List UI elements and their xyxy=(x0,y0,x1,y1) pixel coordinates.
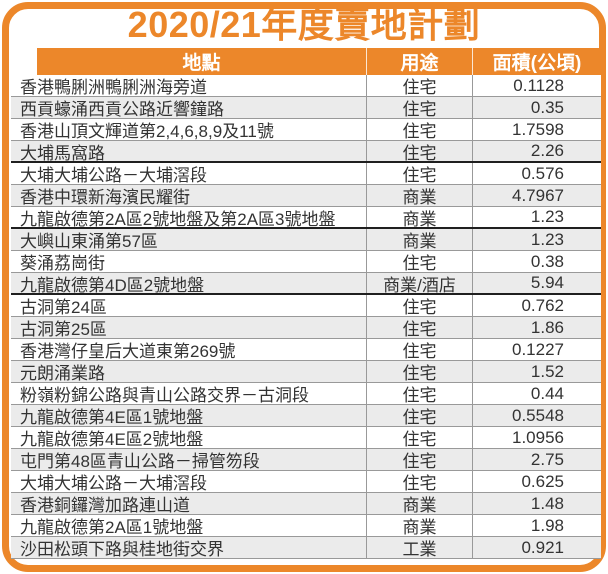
column-header-use: 用途 xyxy=(367,48,473,75)
cell-area: 1.23 xyxy=(530,229,564,249)
cell-area: 0.44 xyxy=(530,383,564,403)
cell-use: 商業/酒店 xyxy=(367,273,473,293)
cell-area: 2.26 xyxy=(530,141,564,160)
table-row: 九龍啟德第2A區2號地盤及第2A區3號地盤 商業 1.23 xyxy=(11,207,601,229)
cell-area: 1.86 xyxy=(530,317,564,337)
table-row: 九龍啟德第2A區1號地盤 商業 1.98 xyxy=(11,515,601,537)
cell-location: 大嶼山東涌第57區 xyxy=(11,229,367,250)
table-row: 屯門第48區青山公路－掃管笏段 住宅 2.75 xyxy=(11,449,601,471)
cell-location: 香港灣仔皇后大道東第269號 xyxy=(11,339,367,360)
cell-use: 住宅 xyxy=(367,75,473,96)
cell-area: 0.921 xyxy=(521,537,564,557)
cell-use: 工業 xyxy=(367,537,473,558)
table-header-row: 地點 用途 面積(公頃) xyxy=(37,48,601,75)
cell-area: 0.625 xyxy=(521,471,564,491)
table-row: 香港中環新海濱民耀街 商業 4.7967 xyxy=(11,185,601,207)
cell-area: 1.52 xyxy=(530,361,564,381)
table-row: 九龍啟德第4E區2號地盤 住宅 1.0956 xyxy=(11,427,601,449)
cell-location: 九龍啟德第4D區2號地盤 xyxy=(11,273,367,293)
cell-use: 住宅 xyxy=(367,251,473,272)
cell-location: 粉嶺粉錦公路與青山公路交界－古洞段 xyxy=(11,383,367,404)
cell-use: 住宅 xyxy=(367,405,473,426)
table-row: 元朗涌業路 住宅 1.52 xyxy=(11,361,601,383)
cell-location: 香港鴨脷洲鴨脷洲海旁道 xyxy=(11,75,367,96)
cell-location: 屯門第48區青山公路－掃管笏段 xyxy=(11,449,367,470)
table-row: 九龍啟德第4E區1號地盤 住宅 0.5548 xyxy=(11,405,601,427)
cell-use: 商業 xyxy=(367,493,473,514)
cell-use: 商業 xyxy=(367,229,473,250)
table-row: 古洞第25區 住宅 1.86 xyxy=(11,317,601,339)
land-sale-table-body: 香港鴨脷洲鴨脷洲海旁道 住宅 0.1128 西貢蠔涌西貢公路近響鐘路 住宅 0.… xyxy=(11,75,601,559)
cell-area: 1.98 xyxy=(530,515,564,535)
cell-location: 香港銅鑼灣加路連山道 xyxy=(11,493,367,514)
cell-location: 九龍啟德第4E區1號地盤 xyxy=(11,405,367,426)
cell-area: 0.5548 xyxy=(512,405,564,425)
cell-use: 商業 xyxy=(367,515,473,536)
cell-location: 九龍啟德第4E區2號地盤 xyxy=(11,427,367,448)
table-row: 沙田松頭下路與桂地街交界 工業 0.921 xyxy=(11,537,601,559)
cell-use: 住宅 xyxy=(367,119,473,140)
cell-location: 元朗涌業路 xyxy=(11,361,367,382)
cell-area: 1.7598 xyxy=(512,119,564,139)
table-row: 大埔大埔公路－大埔滘段 住宅 0.576 xyxy=(11,163,601,185)
cell-use: 住宅 xyxy=(367,361,473,382)
cell-location: 大埔馬窩路 xyxy=(11,141,367,161)
cell-area: 5.94 xyxy=(530,273,564,292)
cell-use: 住宅 xyxy=(367,97,473,118)
cell-use: 商業 xyxy=(367,185,473,206)
cell-area: 2.75 xyxy=(530,449,564,469)
table-row: 粉嶺粉錦公路與青山公路交界－古洞段 住宅 0.44 xyxy=(11,383,601,405)
cell-location: 香港中環新海濱民耀街 xyxy=(11,185,367,206)
cell-area: 1.0956 xyxy=(512,427,564,447)
cell-location: 西貢蠔涌西貢公路近響鐘路 xyxy=(11,97,367,118)
cell-area: 0.762 xyxy=(521,295,564,315)
cell-area: 1.48 xyxy=(530,493,564,513)
cell-area: 0.1227 xyxy=(512,339,564,359)
table-row: 西貢蠔涌西貢公路近響鐘路 住宅 0.35 xyxy=(11,97,601,119)
cell-use: 住宅 xyxy=(367,383,473,404)
cell-use: 住宅 xyxy=(367,449,473,470)
cell-area: 0.35 xyxy=(530,97,564,117)
cell-location: 古洞第25區 xyxy=(11,317,367,338)
table-row: 大埔大埔公路－大埔滘段 住宅 0.625 xyxy=(11,471,601,493)
cell-location: 古洞第24區 xyxy=(11,295,367,316)
cell-area: 0.38 xyxy=(530,251,564,271)
cell-use: 住宅 xyxy=(367,427,473,448)
cell-location: 大埔大埔公路－大埔滘段 xyxy=(11,163,367,184)
cell-use: 住宅 xyxy=(367,141,473,161)
table-row: 香港銅鑼灣加路連山道 商業 1.48 xyxy=(11,493,601,515)
cell-location: 葵涌荔崗街 xyxy=(11,251,367,272)
cell-location: 大埔大埔公路－大埔滘段 xyxy=(11,471,367,492)
cell-location: 沙田松頭下路與桂地街交界 xyxy=(11,537,367,558)
cell-use: 商業 xyxy=(367,207,473,227)
table-row: 香港灣仔皇后大道東第269號 住宅 0.1227 xyxy=(11,339,601,361)
cell-use: 住宅 xyxy=(367,339,473,360)
table-row: 香港山頂文輝道第2,4,6,8,9及11號 住宅 1.7598 xyxy=(11,119,601,141)
cell-location: 九龍啟德第2A區2號地盤及第2A區3號地盤 xyxy=(11,207,367,227)
table-row: 大嶼山東涌第57區 商業 1.23 xyxy=(11,229,601,251)
table-row: 古洞第24區 住宅 0.762 xyxy=(11,295,601,317)
cell-area: 0.1128 xyxy=(513,75,564,95)
cell-use: 住宅 xyxy=(367,295,473,316)
cell-location: 香港山頂文輝道第2,4,6,8,9及11號 xyxy=(11,119,367,140)
cell-area: 4.7967 xyxy=(512,185,564,205)
cell-area: 1.23 xyxy=(530,207,564,226)
column-header-location: 地點 xyxy=(37,48,367,75)
table-row: 大埔馬窩路 住宅 2.26 xyxy=(11,141,601,163)
cell-area: 0.576 xyxy=(521,163,564,183)
page-title: 2020/21年度賣地計劃 xyxy=(127,4,481,45)
cell-location: 九龍啟德第2A區1號地盤 xyxy=(11,515,367,536)
cell-use: 住宅 xyxy=(367,163,473,184)
table-row: 九龍啟德第4D區2號地盤 商業/酒店 5.94 xyxy=(11,273,601,295)
table-row: 葵涌荔崗街 住宅 0.38 xyxy=(11,251,601,273)
column-header-area: 面積(公頃) xyxy=(492,53,582,74)
table-row: 香港鴨脷洲鴨脷洲海旁道 住宅 0.1128 xyxy=(11,75,601,97)
cell-use: 住宅 xyxy=(367,317,473,338)
cell-use: 住宅 xyxy=(367,471,473,492)
